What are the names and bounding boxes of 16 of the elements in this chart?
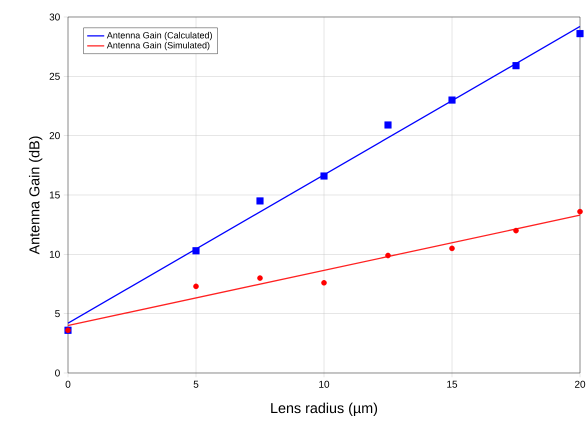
y-tick-label: 30 xyxy=(50,13,60,21)
x-tick-label: 20 xyxy=(574,380,586,388)
x-tick-label: 10 xyxy=(319,380,330,388)
x-tick-label: 15 xyxy=(447,380,458,388)
x-tick-label: 0 xyxy=(66,380,70,388)
legend-label: Antenna Gain (Calculated) xyxy=(106,32,212,40)
y-tick-label: 25 xyxy=(50,72,60,80)
y-tick-label: 5 xyxy=(55,310,60,318)
x-tick-label: 5 xyxy=(194,380,198,388)
y-tick-label: 0 xyxy=(55,369,60,377)
x-axis-title: Lens radius (µm) xyxy=(271,402,378,416)
y-axis-title: Antenna Gain (dB) xyxy=(28,136,42,254)
y-tick-label: 20 xyxy=(50,132,60,140)
legend-label: Antenna Gain (Simulated) xyxy=(106,42,210,50)
y-tick-label: 10 xyxy=(50,250,60,258)
y-tick-label: 15 xyxy=(50,192,60,198)
